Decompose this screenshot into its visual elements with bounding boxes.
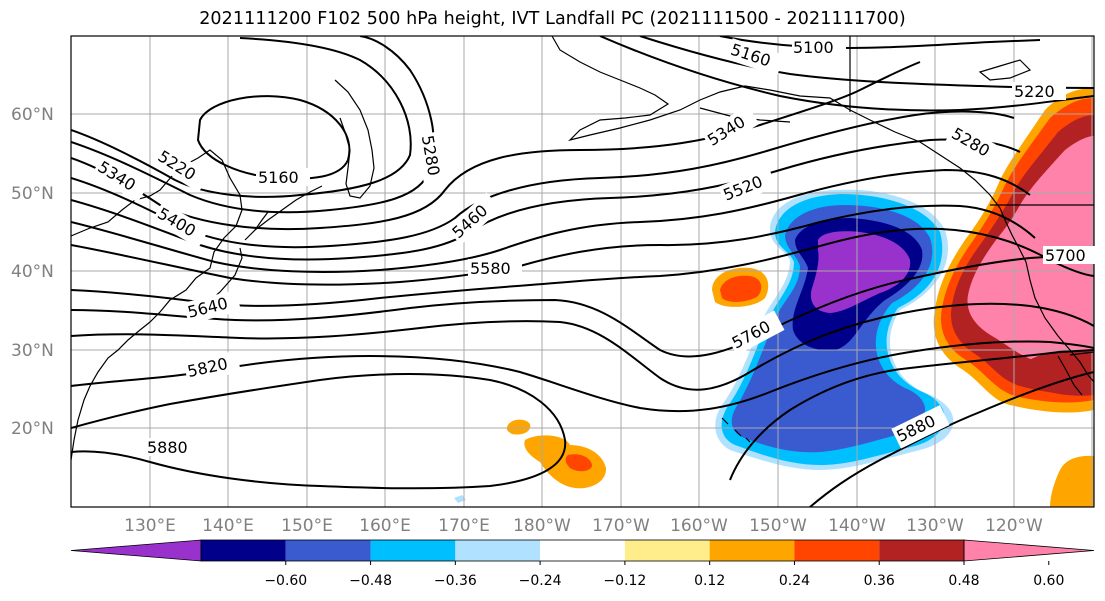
colorbar-tick-label: 0.12 <box>694 573 725 589</box>
lat-label: 40°N <box>11 262 54 282</box>
contour-5520 <box>71 168 1031 273</box>
contour-5220 <box>71 37 412 198</box>
colorbar-extend-high <box>963 539 1095 562</box>
contour-5820 <box>71 340 1094 413</box>
coast-asia <box>71 149 243 461</box>
lon-label: 170°E <box>438 516 490 536</box>
lon-label: 140°E <box>202 516 254 536</box>
lat-label: 20°N <box>11 419 54 439</box>
border-us-mexico <box>1069 351 1094 356</box>
lon-label: 140°W <box>828 516 886 536</box>
contour-label: 5880 <box>147 438 188 457</box>
ivt-patch-midpacific-inner <box>720 275 762 302</box>
coast-westus <box>1025 261 1094 383</box>
coast-hawaii <box>721 417 751 443</box>
ivt-patch-south-1 <box>524 435 607 489</box>
contour-label: 5700 <box>1045 246 1086 265</box>
map-area <box>71 36 1094 507</box>
contour-label: 5160 <box>258 168 299 187</box>
lon-labels: 130°E 140°E 150°E 160°E 170°E 180°W 170°… <box>124 516 1043 536</box>
colorbar-cell <box>540 540 625 561</box>
colorbar-tick-label: 0.24 <box>779 573 810 589</box>
lat-label: 30°N <box>11 341 54 361</box>
contour-label: 5220 <box>1014 82 1055 101</box>
colorbar-tick-label: −0.48 <box>349 573 392 589</box>
colorbar-cell <box>201 540 286 561</box>
coastlines <box>71 36 1094 461</box>
lon-label: 150°E <box>281 516 333 536</box>
colorbar-tick-label: −0.60 <box>264 573 307 589</box>
contour-5280 <box>71 36 435 214</box>
colorbar-ticks: −0.60 −0.48 −0.36 −0.24 −0.12 0.12 0.24 0.36 0.4… <box>264 561 1064 589</box>
contour-5760 <box>71 302 1094 391</box>
lon-label: 130°W <box>906 516 964 536</box>
colorbar-cell <box>879 540 964 561</box>
lat-label: 50°N <box>11 184 54 204</box>
contour-5880-east <box>729 349 1094 507</box>
coast-alaska <box>551 36 1027 263</box>
ivt-positive-pink <box>967 136 1094 367</box>
lat-label: 60°N <box>11 105 54 125</box>
contour-5100 <box>719 36 1041 50</box>
colorbar-extend-low <box>70 539 202 562</box>
coast-kurils <box>254 185 323 231</box>
colorbar-tick-label: −0.12 <box>603 573 646 589</box>
colorbar: −0.60 −0.48 −0.36 −0.24 −0.12 0.12 0.24 0.36 0.4… <box>70 539 1095 589</box>
lon-label: 130°E <box>124 516 176 536</box>
colorbar-tick-label: −0.36 <box>434 573 477 589</box>
colorbar-tick-label: 0.60 <box>1033 573 1064 589</box>
lon-label: 160°E <box>359 516 411 536</box>
colorbar-cells <box>70 539 1095 562</box>
ivt-patch-south-2 <box>506 419 531 435</box>
contour-label: 5100 <box>793 38 834 57</box>
lon-label: 170°W <box>592 516 650 536</box>
lon-label: 160°W <box>670 516 728 536</box>
lon-label: 120°W <box>985 516 1043 536</box>
contour-5700 <box>71 255 1094 358</box>
contour-label: 5580 <box>470 259 511 278</box>
ivt-patch-se-corner <box>1050 455 1094 507</box>
map-frame <box>70 35 1095 508</box>
contour-5880-west <box>71 373 567 490</box>
colorbar-cell <box>794 540 880 561</box>
colorbar-tick-label: −0.24 <box>519 573 562 589</box>
height-contours <box>71 36 1094 507</box>
contour-5160-low <box>196 95 351 180</box>
lon-label: 180°W <box>513 516 571 536</box>
contour-5580 <box>71 204 1036 286</box>
contour-5220-east <box>599 36 1094 112</box>
ivt-negative-purple <box>810 231 911 313</box>
ivt-patch-south-1-inner <box>565 454 592 472</box>
colorbar-outline <box>200 539 965 562</box>
colorbar-cell <box>370 540 456 561</box>
colorbar-cell <box>709 540 795 561</box>
ivt-patch-tiny-blue <box>454 495 466 503</box>
map-title: 2021111200 F102 500 hPa height, IVT Land… <box>199 9 906 29</box>
contour-5640 <box>71 227 1094 307</box>
contour-5460 <box>71 138 1021 261</box>
lat-labels: 20°N 30°N 40°N 50°N 60°N <box>11 105 54 439</box>
colorbar-cell <box>285 540 371 561</box>
colorbar-cell <box>624 540 710 561</box>
coast-north-canada <box>978 59 1032 81</box>
colorbar-cell <box>455 540 541 561</box>
colorbar-tick-label: 0.36 <box>864 573 895 589</box>
lon-label: 150°W <box>749 516 807 536</box>
colorbar-tick-label: 0.48 <box>948 573 979 589</box>
